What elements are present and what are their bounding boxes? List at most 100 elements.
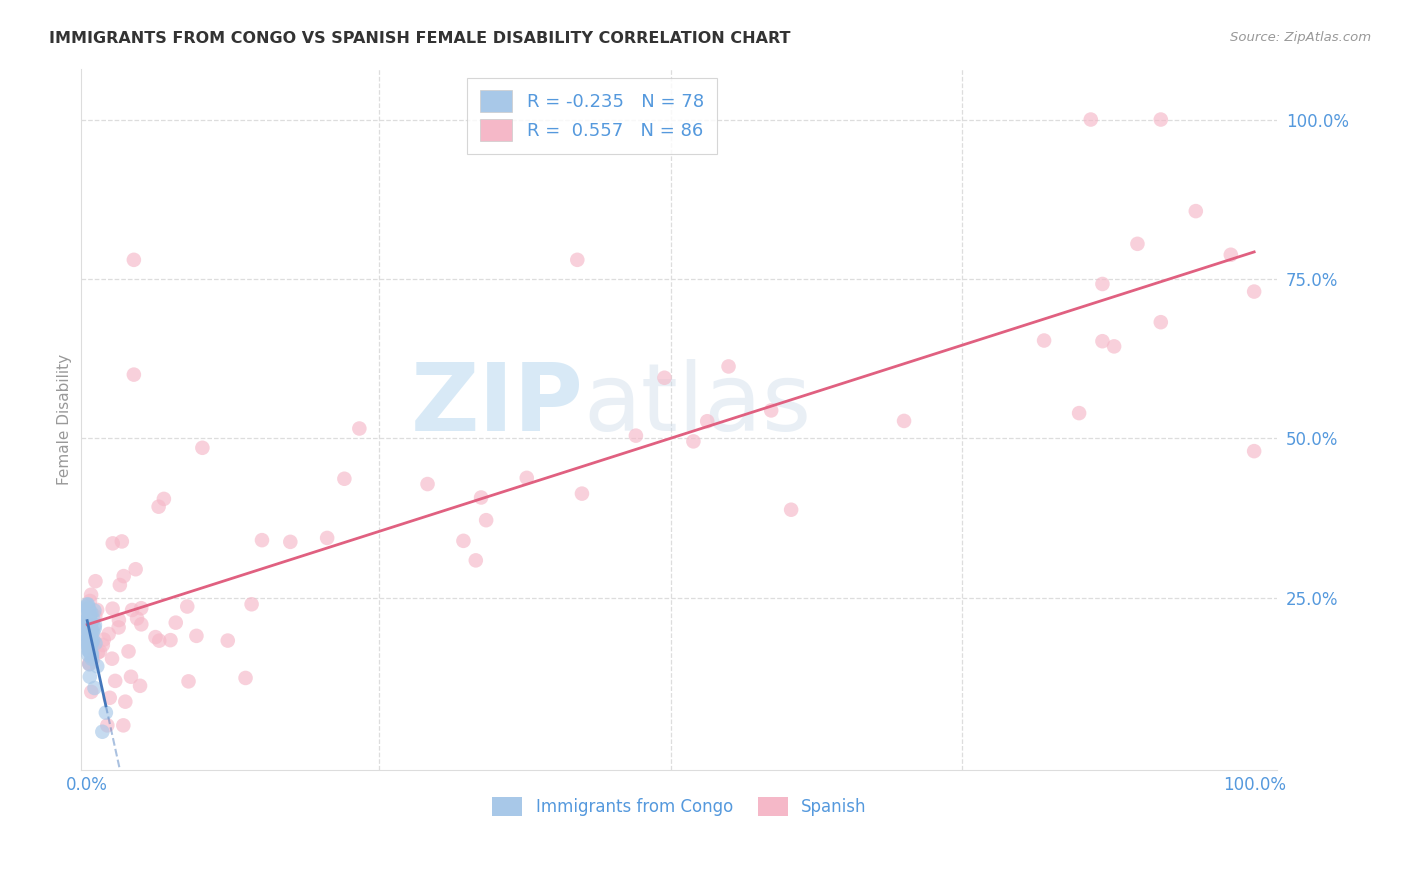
Point (91, 724, 114, 739)
Point (780, 502, 803, 516)
Point (79, 624, 101, 638)
Point (77, 624, 100, 639)
Point (84, 609, 107, 624)
Point (111, 534, 134, 549)
Point (654, 370, 676, 384)
Point (101, 651, 124, 665)
Point (121, 603, 143, 617)
Point (76, 597, 98, 611)
Point (76, 604, 98, 618)
Point (1243, 444, 1265, 458)
Point (82, 652, 104, 666)
Point (696, 414, 718, 428)
Point (77, 629, 100, 643)
Point (129, 601, 152, 615)
Point (77, 630, 100, 644)
Point (1126, 236, 1149, 251)
Point (76, 601, 98, 615)
Point (80, 617, 103, 632)
Point (1184, 204, 1206, 219)
Point (1067, 406, 1090, 420)
Point (77, 643, 100, 657)
Point (79, 615, 101, 629)
Point (77, 639, 100, 653)
Point (76, 611, 98, 625)
Point (145, 630, 167, 644)
Point (77, 648, 100, 662)
Point (97, 627, 120, 641)
Text: ZIP: ZIP (411, 359, 583, 451)
Point (316, 531, 339, 545)
Point (80, 633, 103, 648)
Point (101, 536, 124, 550)
Point (1243, 285, 1265, 299)
Point (1033, 334, 1056, 348)
Point (1102, 339, 1125, 353)
Point (516, 471, 538, 485)
Point (93, 632, 115, 647)
Point (77, 603, 100, 617)
Point (177, 674, 200, 689)
Point (77, 616, 100, 631)
Point (129, 679, 152, 693)
Point (80, 645, 103, 659)
Point (77, 626, 100, 640)
Point (153, 491, 176, 506)
Point (98, 690, 121, 705)
Point (80, 625, 103, 640)
Point (79, 622, 101, 636)
Point (1080, 112, 1102, 127)
Point (84, 574, 107, 589)
Point (76, 613, 98, 627)
Point (1091, 277, 1114, 291)
Point (79, 657, 101, 671)
Point (108, 613, 131, 627)
Point (76, 618, 98, 632)
Point (79, 594, 101, 608)
Point (79, 646, 101, 660)
Point (76, 613, 98, 627)
Point (77, 602, 100, 616)
Point (104, 673, 127, 688)
Point (159, 633, 181, 648)
Point (80, 606, 103, 620)
Point (191, 441, 214, 455)
Point (79, 616, 101, 631)
Point (76, 635, 98, 649)
Point (79, 670, 101, 684)
Point (80, 588, 103, 602)
Point (91, 638, 114, 652)
Point (1150, 112, 1173, 127)
Point (83, 681, 105, 695)
Point (165, 615, 187, 630)
Point (217, 633, 239, 648)
Point (76, 598, 98, 612)
Point (77, 610, 100, 624)
Point (77, 624, 100, 638)
Point (101, 601, 124, 615)
Point (82, 632, 104, 647)
Point (86, 603, 108, 617)
Point (475, 513, 498, 527)
Y-axis label: Female Disability: Female Disability (58, 354, 72, 485)
Point (79, 630, 101, 644)
Point (86, 659, 108, 673)
Point (122, 368, 145, 382)
Point (759, 403, 782, 417)
Point (112, 718, 135, 732)
Point (77, 640, 100, 654)
Point (349, 421, 371, 435)
Point (186, 629, 208, 643)
Point (122, 252, 145, 267)
Text: IMMIGRANTS FROM CONGO VS SPANISH FEMALE DISABILITY CORRELATION CHART: IMMIGRANTS FROM CONGO VS SPANISH FEMALE … (49, 31, 790, 46)
Point (77, 644, 100, 658)
Point (682, 434, 704, 449)
Point (77, 620, 100, 634)
Point (76, 618, 98, 632)
Point (77, 657, 100, 671)
Point (77, 619, 100, 633)
Point (96, 718, 118, 732)
Point (94, 706, 117, 720)
Point (84, 636, 107, 650)
Point (464, 553, 486, 567)
